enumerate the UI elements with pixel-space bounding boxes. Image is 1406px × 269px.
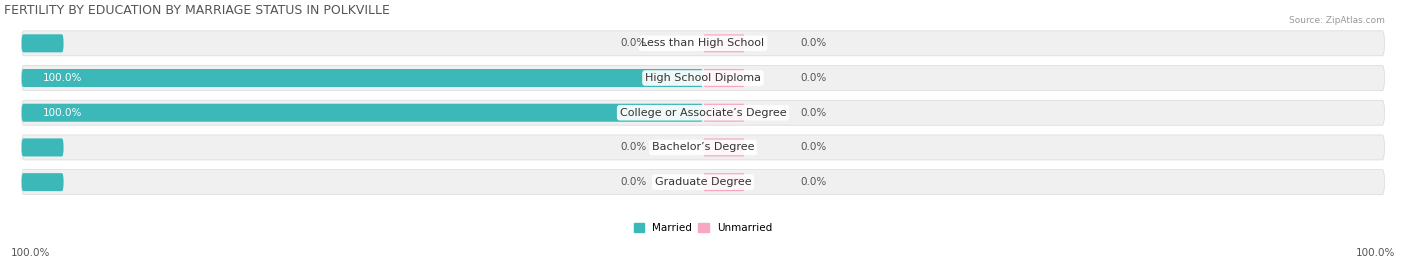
FancyBboxPatch shape: [703, 34, 745, 52]
FancyBboxPatch shape: [21, 69, 703, 87]
Text: 0.0%: 0.0%: [621, 177, 647, 187]
Text: 100.0%: 100.0%: [42, 108, 82, 118]
FancyBboxPatch shape: [21, 34, 63, 52]
Text: 0.0%: 0.0%: [621, 142, 647, 153]
FancyBboxPatch shape: [21, 31, 1385, 56]
FancyBboxPatch shape: [703, 69, 745, 87]
Text: FERTILITY BY EDUCATION BY MARRIAGE STATUS IN POLKVILLE: FERTILITY BY EDUCATION BY MARRIAGE STATU…: [4, 4, 389, 17]
FancyBboxPatch shape: [21, 170, 1385, 195]
FancyBboxPatch shape: [703, 104, 745, 122]
Text: 0.0%: 0.0%: [621, 38, 647, 48]
FancyBboxPatch shape: [21, 139, 63, 157]
Text: College or Associate’s Degree: College or Associate’s Degree: [620, 108, 786, 118]
Text: 0.0%: 0.0%: [801, 142, 827, 153]
FancyBboxPatch shape: [703, 173, 745, 191]
FancyBboxPatch shape: [21, 135, 1385, 160]
Text: Source: ZipAtlas.com: Source: ZipAtlas.com: [1289, 16, 1385, 25]
Text: Bachelor’s Degree: Bachelor’s Degree: [652, 142, 754, 153]
Text: 100.0%: 100.0%: [11, 248, 51, 258]
FancyBboxPatch shape: [703, 139, 745, 157]
Text: Less than High School: Less than High School: [641, 38, 765, 48]
FancyBboxPatch shape: [21, 100, 1385, 125]
Text: 0.0%: 0.0%: [801, 108, 827, 118]
Legend: Married, Unmarried: Married, Unmarried: [630, 219, 776, 238]
Text: 0.0%: 0.0%: [801, 177, 827, 187]
FancyBboxPatch shape: [21, 173, 63, 191]
Text: 0.0%: 0.0%: [801, 73, 827, 83]
Text: 0.0%: 0.0%: [801, 38, 827, 48]
Text: 100.0%: 100.0%: [42, 73, 82, 83]
Text: High School Diploma: High School Diploma: [645, 73, 761, 83]
Text: 100.0%: 100.0%: [1355, 248, 1395, 258]
Text: Graduate Degree: Graduate Degree: [655, 177, 751, 187]
FancyBboxPatch shape: [21, 104, 703, 122]
FancyBboxPatch shape: [21, 66, 1385, 90]
